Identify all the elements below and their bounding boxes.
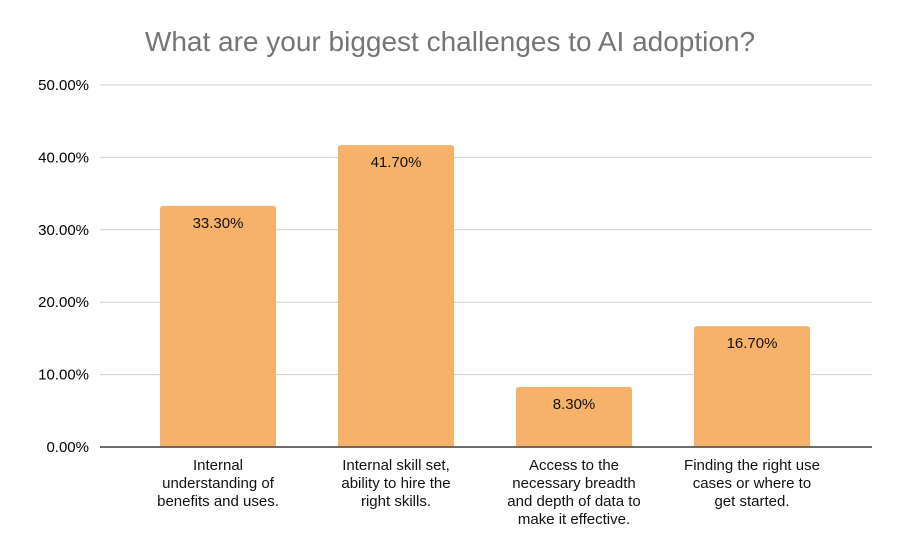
- y-tick-label: 0.00%: [46, 439, 89, 456]
- category-label: Access to the: [529, 457, 619, 474]
- category-label: Finding the right use: [684, 457, 820, 474]
- bar: [694, 326, 810, 447]
- y-tick-label: 40.00%: [38, 149, 89, 166]
- category-label: Internal: [193, 457, 243, 474]
- bar: [516, 386, 632, 447]
- y-tick-label: 10.00%: [38, 367, 89, 384]
- y-tick-label: 30.00%: [38, 222, 89, 239]
- data-label: 16.70%: [727, 335, 778, 352]
- category-label: right skills.: [361, 493, 431, 510]
- category-label: ability to hire the: [341, 475, 450, 492]
- category-label: benefits and uses.: [157, 493, 279, 510]
- category-label: make it effective.: [518, 511, 630, 528]
- data-label: 33.30%: [193, 215, 244, 232]
- category-label: and depth of data to: [507, 493, 640, 510]
- category-label: understanding of: [162, 475, 275, 492]
- data-label: 41.70%: [371, 154, 422, 171]
- category-label: Internal skill set,: [342, 457, 450, 474]
- data-label: 8.30%: [553, 396, 596, 413]
- y-tick-label: 20.00%: [38, 294, 89, 311]
- bars: 33.30% 41.70% 8.30% 16.70%: [100, 145, 872, 448]
- bar: [160, 205, 276, 447]
- y-axis-ticks: 0.00% 10.00% 20.00% 30.00% 40.00% 50.00%: [38, 77, 89, 456]
- chart-title: What are your biggest challenges to AI a…: [145, 26, 755, 57]
- category-label: get started.: [714, 493, 789, 510]
- category-label: necessary breadth: [512, 475, 635, 492]
- y-tick-label: 50.00%: [38, 77, 89, 94]
- bar: [338, 145, 454, 448]
- category-label: cases or where to: [693, 475, 811, 492]
